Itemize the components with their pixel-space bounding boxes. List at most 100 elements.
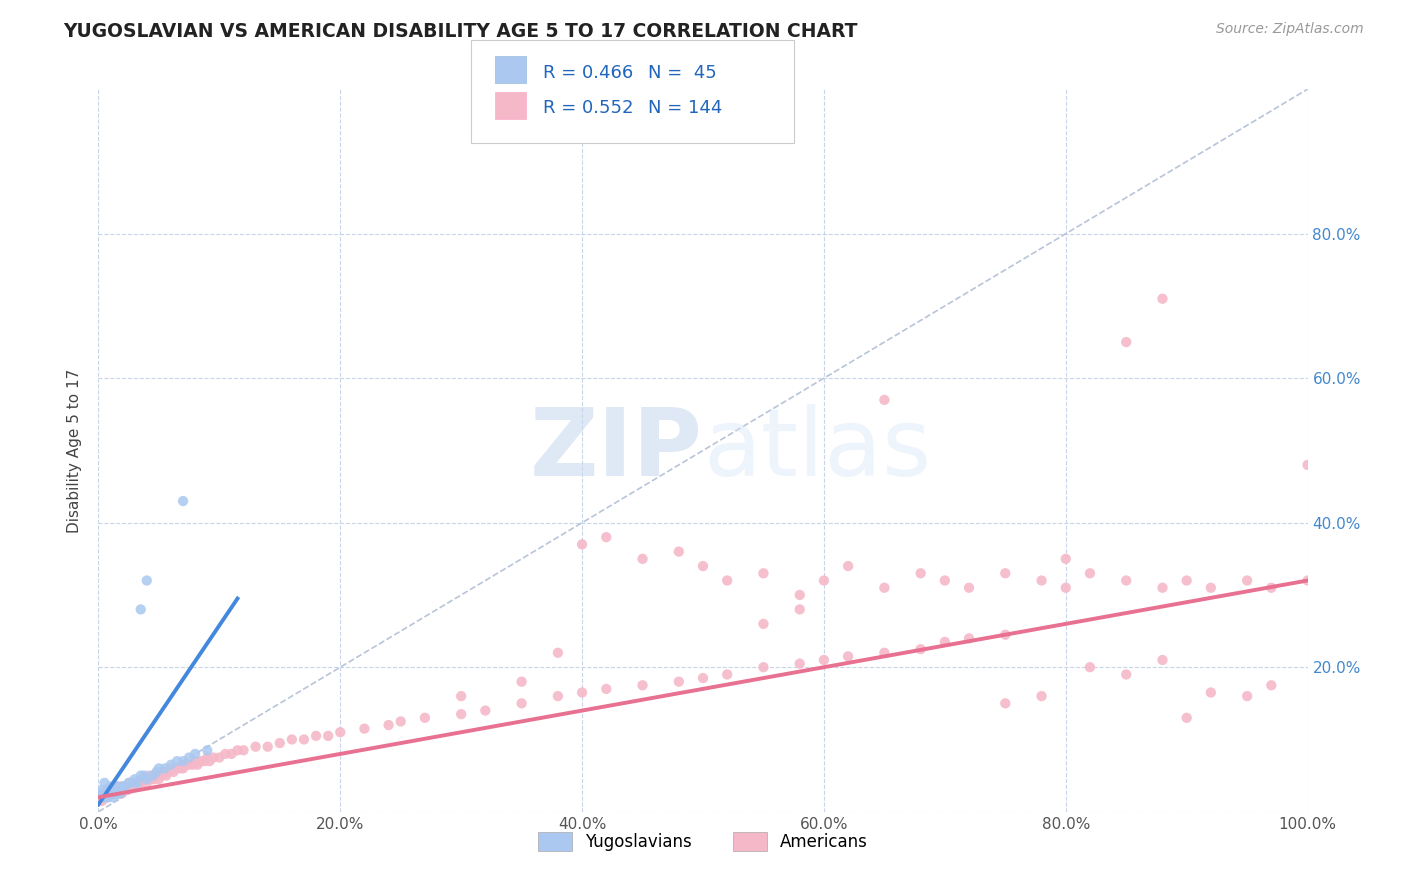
Point	[631, 551, 654, 566]
Point	[134, 769, 156, 783]
Point	[103, 783, 125, 797]
Point	[510, 696, 533, 710]
Point	[97, 787, 120, 801]
Point	[450, 707, 472, 722]
Point	[692, 671, 714, 685]
Point	[93, 776, 115, 790]
Point	[145, 769, 167, 783]
Point	[100, 780, 122, 794]
Point	[595, 681, 617, 696]
Point	[631, 678, 654, 692]
Point	[1236, 689, 1258, 703]
Point	[957, 581, 980, 595]
Point	[692, 559, 714, 574]
Point	[143, 772, 166, 787]
Point	[837, 649, 859, 664]
Point	[148, 772, 170, 787]
Point	[108, 787, 131, 801]
Point	[172, 754, 194, 768]
Point	[105, 783, 128, 797]
Point	[108, 783, 131, 797]
Point	[153, 761, 176, 775]
Point	[1296, 458, 1319, 472]
Point	[1260, 581, 1282, 595]
Y-axis label: Disability Age 5 to 17: Disability Age 5 to 17	[67, 368, 83, 533]
Point	[195, 750, 218, 764]
Point	[94, 790, 117, 805]
Point	[1236, 574, 1258, 588]
Point	[813, 653, 835, 667]
Point	[135, 772, 157, 787]
Point	[329, 725, 352, 739]
Point	[98, 787, 121, 801]
Point	[160, 761, 183, 775]
Point	[114, 780, 136, 794]
Point	[789, 602, 811, 616]
Point	[111, 780, 134, 794]
Point	[198, 754, 221, 768]
Point	[118, 776, 141, 790]
Point	[94, 790, 117, 805]
Point	[105, 783, 128, 797]
Point	[100, 787, 122, 801]
Point	[105, 780, 128, 794]
Point	[571, 537, 593, 551]
Point	[165, 761, 187, 775]
Point	[135, 574, 157, 588]
Point	[110, 787, 132, 801]
Point	[316, 729, 339, 743]
Point	[91, 790, 114, 805]
Point	[837, 559, 859, 574]
Point	[97, 790, 120, 805]
Point	[111, 783, 134, 797]
Point	[166, 761, 188, 775]
Point	[789, 588, 811, 602]
Point	[155, 769, 177, 783]
Point	[129, 602, 152, 616]
Point	[157, 764, 180, 779]
Point	[1115, 334, 1137, 349]
Point	[145, 764, 167, 779]
Point	[101, 790, 124, 805]
Point	[1175, 711, 1198, 725]
Point	[135, 776, 157, 790]
Point	[162, 764, 184, 779]
Point	[148, 769, 170, 783]
Point	[127, 776, 149, 790]
Point	[96, 783, 118, 797]
Point	[716, 667, 738, 681]
Point	[668, 544, 690, 558]
Point	[226, 743, 249, 757]
Point	[90, 790, 112, 805]
Point	[281, 732, 304, 747]
Point	[752, 660, 775, 674]
Point	[96, 787, 118, 801]
Point	[389, 714, 412, 729]
Point	[93, 787, 115, 801]
Point	[910, 566, 932, 581]
Point	[184, 747, 207, 761]
Point	[105, 780, 128, 794]
Point	[135, 772, 157, 787]
Point	[93, 790, 115, 805]
Point	[1031, 689, 1053, 703]
Point	[245, 739, 267, 754]
Point	[752, 616, 775, 631]
Point	[195, 743, 218, 757]
Point	[813, 574, 835, 588]
Point	[305, 729, 328, 743]
Point	[789, 657, 811, 671]
Point	[104, 787, 127, 801]
Point	[292, 732, 315, 747]
Point	[107, 783, 129, 797]
Point	[124, 776, 146, 790]
Text: N = 144: N = 144	[648, 99, 723, 117]
Point	[134, 772, 156, 787]
Point	[1296, 574, 1319, 588]
Point	[716, 574, 738, 588]
Point	[150, 769, 173, 783]
Point	[100, 783, 122, 797]
Point	[100, 787, 122, 801]
Point	[202, 750, 225, 764]
Point	[181, 757, 204, 772]
